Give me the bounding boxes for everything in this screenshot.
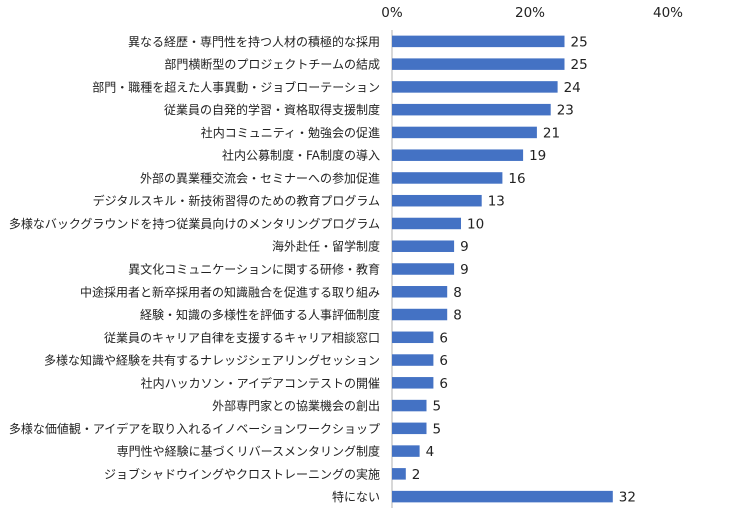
data-label: 6 — [439, 353, 448, 369]
data-label: 9 — [460, 239, 469, 255]
category-label: 特にない — [332, 489, 380, 504]
category-label: デジタルスキル・新技術習得のための教育プログラム — [93, 193, 380, 208]
bar — [392, 331, 434, 344]
data-label: 24 — [564, 80, 581, 96]
bar — [392, 399, 427, 412]
data-label: 2 — [412, 467, 421, 483]
data-label: 8 — [453, 308, 462, 324]
category-label: 従業員のキャリア自律を支援するキャリア相談窓口 — [104, 330, 380, 345]
data-label: 25 — [571, 34, 588, 50]
data-label: 5 — [433, 421, 442, 437]
bar — [392, 308, 448, 321]
category-label: 多様なバックグラウンドを持つ従業員向けのメンタリングプログラム — [9, 216, 380, 231]
category-label: 異文化コミュニケーションに関する研修・教育 — [128, 262, 380, 277]
data-label: 6 — [439, 330, 448, 346]
bar — [392, 354, 434, 366]
category-label: 専門性や経験に基づくリバースメンタリング制度 — [117, 444, 380, 459]
category-label: 多様な知識や経験を共有するナレッジシェアリングセッション — [44, 353, 380, 368]
data-label: 13 — [488, 194, 505, 210]
bar — [392, 468, 406, 480]
category-label: 部門・職種を超えた人事異動・ジョブローテーション — [92, 79, 380, 94]
bar — [392, 286, 448, 298]
category-label: 部門横断型のプロジェクトチームの結成 — [164, 57, 380, 72]
bar — [392, 58, 565, 70]
category-label: 社内公募制度・FA制度の導入 — [222, 148, 380, 163]
x-tick-label: 20% — [515, 5, 545, 21]
category-label: 外部の異業種交流会・セミナーへの参加促進 — [140, 170, 380, 185]
data-label: 23 — [557, 103, 574, 119]
data-label: 8 — [453, 285, 462, 301]
category-label: 経験・知識の多様性を評価する人事評価制度 — [140, 307, 380, 322]
bar — [392, 126, 537, 139]
bar — [392, 35, 565, 48]
bar — [392, 240, 455, 252]
data-label: 9 — [460, 262, 469, 278]
bar — [392, 490, 613, 503]
bar — [392, 103, 551, 116]
bar — [392, 377, 434, 389]
data-label: 5 — [433, 399, 442, 415]
bar — [392, 149, 524, 161]
data-label: 4 — [426, 444, 435, 460]
bar — [392, 445, 420, 457]
x-tick-label: 0% — [381, 5, 403, 21]
category-label: ジョブシャドウイングやクロストレーニングの実施 — [104, 466, 380, 481]
data-label: 25 — [571, 57, 588, 73]
bar — [392, 81, 558, 93]
category-label: 中途採用者と新卒採用者の知識融合を促進する取り組み — [80, 284, 380, 299]
data-label: 32 — [619, 490, 636, 506]
data-label: 10 — [467, 216, 484, 232]
category-label: 従業員の自発的学習・資格取得支援制度 — [164, 102, 380, 117]
bar — [392, 172, 503, 184]
category-label: 社内コミュニティ・勉強会の促進 — [201, 125, 380, 140]
data-label: 16 — [508, 171, 525, 187]
category-label: 海外赴任・留学制度 — [272, 239, 380, 254]
category-label: 社内ハッカソン・アイデアコンテストの開催 — [141, 375, 380, 390]
bar — [392, 217, 461, 230]
data-label: 21 — [543, 125, 560, 141]
bar — [392, 194, 482, 207]
x-tick-label: 40% — [653, 5, 683, 21]
category-label: 異なる経歴・専門性を持つ人材の積極的な採用 — [128, 34, 380, 49]
category-label: 多様な価値観・アイデアを取り入れるイノベーションワークショップ — [9, 421, 380, 436]
data-label: 19 — [529, 148, 546, 164]
bar — [392, 263, 455, 275]
category-label: 外部専門家との協業機会の創出 — [212, 398, 380, 413]
bar — [392, 422, 427, 435]
data-label: 6 — [439, 376, 448, 392]
